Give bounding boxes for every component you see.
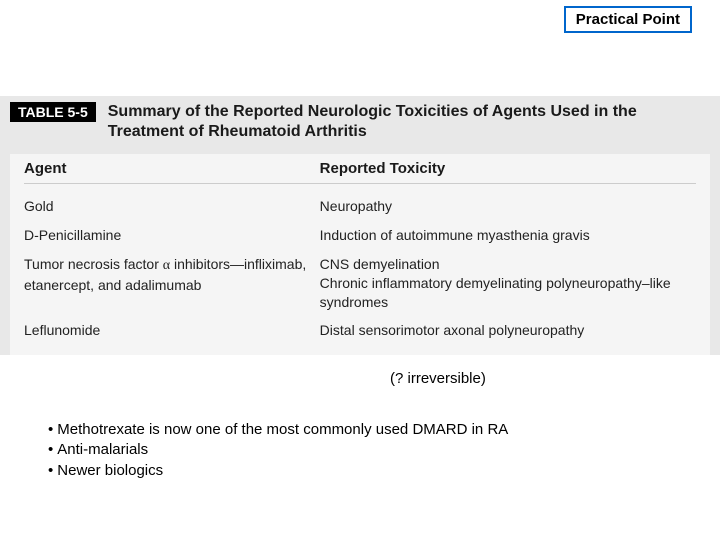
table-row: D-Penicillamine Induction of autoimmune … — [24, 221, 696, 250]
practical-point-label: Practical Point — [576, 11, 680, 28]
cell-toxicity: Neuropathy — [320, 197, 696, 216]
table-row: Gold Neuropathy — [24, 192, 696, 221]
table-row: Tumor necrosis factor α inhibitors—infli… — [24, 250, 696, 317]
cell-agent: D-Penicillamine — [24, 226, 320, 245]
column-header-toxicity: Reported Toxicity — [320, 160, 696, 177]
cell-agent: Gold — [24, 197, 320, 216]
cell-toxicity: Induction of autoimmune myasthenia gravi… — [320, 226, 696, 245]
cell-toxicity: CNS demyelinationChronic inflammatory de… — [320, 255, 696, 312]
list-item: •Anti-malarials — [48, 440, 508, 460]
bullet-icon: • — [48, 461, 53, 481]
table-number-badge: TABLE 5-5 — [10, 102, 96, 122]
toxicity-table: TABLE 5-5 Summary of the Reported Neurol… — [0, 96, 720, 355]
table-header-row: Agent Reported Toxicity — [24, 160, 696, 184]
bullet-icon: • — [48, 420, 53, 440]
cell-agent: Leflunomide — [24, 321, 320, 340]
table-title: Summary of the Reported Neurologic Toxic… — [108, 102, 710, 142]
table-title-row: TABLE 5-5 Summary of the Reported Neurol… — [0, 96, 720, 154]
list-item: •Methotrexate is now one of the most com… — [48, 420, 508, 440]
bullet-text: Methotrexate is now one of the most comm… — [57, 420, 508, 440]
bullet-list: •Methotrexate is now one of the most com… — [48, 420, 508, 481]
column-header-agent: Agent — [24, 160, 320, 177]
bullet-icon: • — [48, 440, 53, 460]
irreversible-annotation: (? irreversible) — [390, 370, 486, 387]
list-item: •Newer biologics — [48, 461, 508, 481]
bullet-text: Newer biologics — [57, 461, 163, 481]
bullet-text: Anti-malarials — [57, 440, 148, 460]
cell-toxicity: Distal sensorimotor axonal polyneuropath… — [320, 321, 696, 340]
table-row: Leflunomide Distal sensorimotor axonal p… — [24, 316, 696, 345]
table-body: Agent Reported Toxicity Gold Neuropathy … — [10, 154, 710, 355]
practical-point-badge: Practical Point — [564, 6, 692, 33]
cell-agent: Tumor necrosis factor α inhibitors—infli… — [24, 255, 320, 312]
